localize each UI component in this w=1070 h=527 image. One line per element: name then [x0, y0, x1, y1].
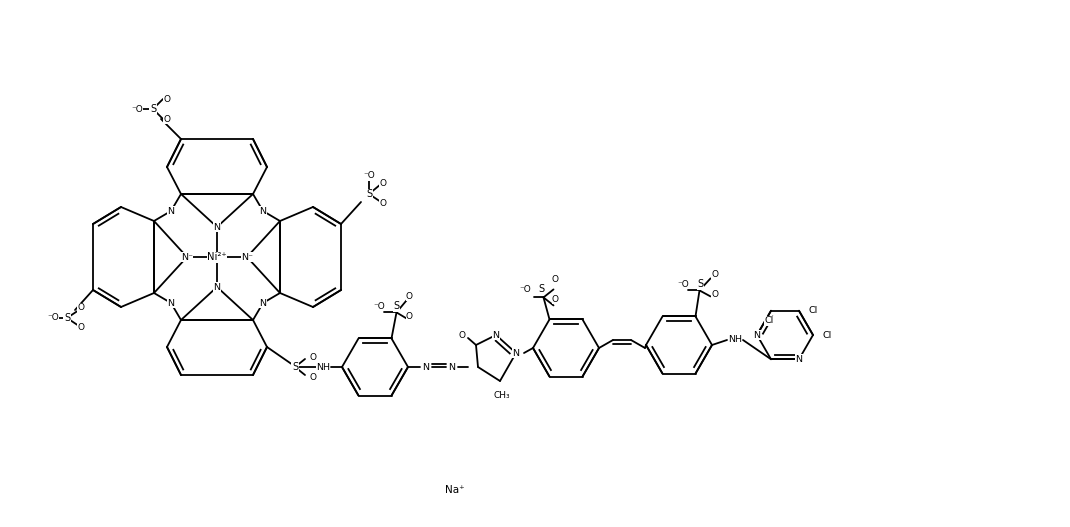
Text: O: O: [552, 275, 559, 284]
Text: O: O: [77, 304, 85, 313]
Text: S: S: [64, 313, 70, 323]
Text: O: O: [380, 180, 386, 189]
Text: N: N: [448, 363, 456, 372]
Text: S: S: [150, 104, 156, 114]
Text: NH: NH: [316, 363, 330, 372]
Text: N: N: [260, 298, 266, 307]
Text: CH₃: CH₃: [493, 392, 510, 401]
Text: O: O: [552, 295, 559, 304]
Text: NH: NH: [728, 336, 742, 345]
Text: Cl: Cl: [823, 330, 831, 339]
Text: ⁻O: ⁻O: [47, 314, 59, 323]
Text: Cl: Cl: [764, 316, 774, 325]
Text: O: O: [164, 114, 170, 123]
Text: S: S: [366, 189, 372, 199]
Text: N: N: [492, 330, 500, 339]
Text: Ni²⁺: Ni²⁺: [208, 252, 227, 262]
Text: N: N: [795, 355, 802, 364]
Text: O: O: [77, 324, 85, 333]
Text: O: O: [380, 200, 386, 209]
Text: S: S: [394, 301, 399, 311]
Text: S: S: [698, 279, 704, 289]
Text: Cl: Cl: [808, 306, 817, 315]
Text: N⁻: N⁻: [241, 252, 253, 261]
Text: O: O: [710, 270, 718, 279]
Text: ⁻O: ⁻O: [363, 171, 374, 181]
Text: ⁻O: ⁻O: [373, 302, 385, 311]
Text: ⁻O: ⁻O: [132, 104, 143, 113]
Text: S: S: [538, 285, 545, 295]
Text: O: O: [406, 312, 413, 321]
Text: S: S: [292, 362, 299, 372]
Text: O: O: [309, 353, 317, 362]
Text: O: O: [710, 290, 718, 299]
Text: N⁻: N⁻: [181, 252, 193, 261]
Text: ⁻O: ⁻O: [520, 285, 532, 294]
Text: N: N: [214, 222, 220, 231]
Text: O: O: [406, 292, 413, 301]
Text: O: O: [164, 94, 170, 103]
Text: O: O: [309, 373, 317, 382]
Text: N: N: [214, 282, 220, 291]
Text: N: N: [423, 363, 429, 372]
Text: N: N: [260, 207, 266, 216]
Text: O: O: [459, 330, 465, 339]
Text: ⁻O: ⁻O: [677, 280, 689, 289]
Text: N: N: [513, 348, 520, 357]
Text: Na⁺: Na⁺: [445, 485, 464, 495]
Text: N: N: [753, 330, 761, 339]
Text: N: N: [168, 298, 174, 307]
Text: N: N: [168, 207, 174, 216]
